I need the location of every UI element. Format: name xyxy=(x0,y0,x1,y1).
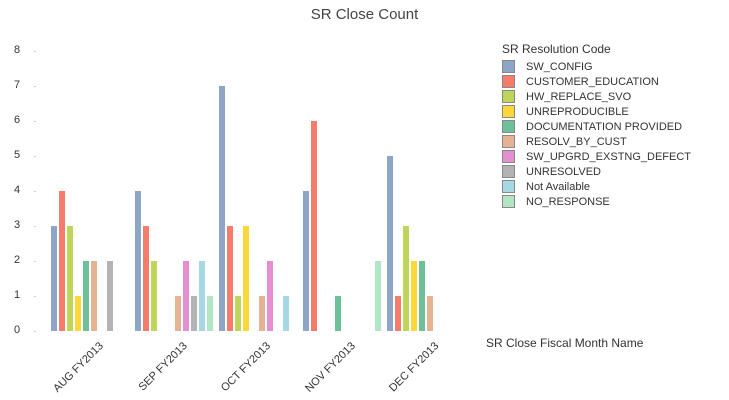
legend-label: SW_CONFIG xyxy=(526,60,593,73)
x-tick-label: SEP FY2013 xyxy=(136,340,190,394)
y-tick-label: 3 xyxy=(14,219,21,231)
legend-item[interactable]: RESOLV_BY_CUST xyxy=(502,134,691,149)
y-tick-mark xyxy=(34,51,36,52)
y-tick-mark xyxy=(34,261,36,262)
y-tick-mark xyxy=(34,156,36,157)
legend-item[interactable]: HW_REPLACE_SVO xyxy=(502,89,691,104)
bar[interactable] xyxy=(395,296,401,331)
bar[interactable] xyxy=(207,296,213,331)
legend-swatch xyxy=(502,105,515,118)
legend-swatch xyxy=(502,135,515,148)
y-tick-label: 7 xyxy=(14,79,21,91)
legend-swatch xyxy=(502,195,515,208)
legend-label: Not Available xyxy=(526,180,591,193)
bar[interactable] xyxy=(91,261,97,331)
y-tick-mark xyxy=(34,296,36,297)
bar[interactable] xyxy=(375,261,381,331)
legend-item[interactable]: SW_UPGRD_EXSTNG_DEFECT xyxy=(502,149,691,164)
y-tick-label: 2 xyxy=(14,254,21,266)
plot-area: 0 1 2 3 4 5 6 7 8 AUG FY2013 SEP FY2013 OCT FY2013 N… xyxy=(14,44,442,395)
legend-item[interactable]: SW_CONFIG xyxy=(502,59,691,74)
bar[interactable] xyxy=(107,261,113,331)
y-tick-label: 1 xyxy=(14,289,21,301)
bar[interactable] xyxy=(59,191,65,331)
legend: SR Resolution Code SW_CONFIG CUSTOMER_EDU… xyxy=(502,42,691,209)
x-tick-label: AUG FY2013 xyxy=(50,340,106,395)
bar[interactable] xyxy=(51,226,57,331)
bar[interactable] xyxy=(67,226,73,331)
legend-item[interactable]: NO_RESPONSE xyxy=(502,194,691,209)
legend-item[interactable]: CUSTOMER_EDUCATION xyxy=(502,74,691,89)
legend-swatch xyxy=(502,120,515,133)
bar[interactable] xyxy=(151,261,157,331)
legend-swatch xyxy=(502,165,515,178)
legend-item[interactable]: DOCUMENTATION PROVIDED xyxy=(502,119,691,134)
bar[interactable] xyxy=(183,261,189,331)
legend-swatch xyxy=(502,90,515,103)
chart-title-text: SR Close Count xyxy=(310,6,419,23)
y-tick-mark xyxy=(34,121,36,122)
bar[interactable] xyxy=(411,261,417,331)
bar[interactable] xyxy=(311,121,317,331)
bar[interactable] xyxy=(175,296,181,331)
legend-label: UNRESOLVED xyxy=(526,165,601,178)
bar[interactable] xyxy=(75,296,81,331)
bar[interactable] xyxy=(419,261,425,331)
bar[interactable] xyxy=(283,296,289,331)
y-tick-label: 5 xyxy=(14,149,21,161)
legend-swatch xyxy=(502,150,515,163)
y-tick-label: 8 xyxy=(14,44,21,56)
bar[interactable] xyxy=(199,261,205,331)
bar[interactable] xyxy=(83,261,89,331)
bar[interactable] xyxy=(267,261,273,331)
legend-item[interactable]: UNREPRODUCIBLE xyxy=(502,104,691,119)
bar[interactable] xyxy=(227,226,233,331)
legend-item[interactable]: Not Available xyxy=(502,179,691,194)
bar[interactable] xyxy=(403,226,409,331)
legend-label: NO_RESPONSE xyxy=(526,195,610,208)
legend-label: CUSTOMER_EDUCATION xyxy=(526,75,659,88)
legend-label: DOCUMENTATION PROVIDED xyxy=(526,120,683,133)
bar[interactable] xyxy=(135,191,141,331)
legend-swatch xyxy=(502,75,515,88)
legend-swatch xyxy=(502,180,515,193)
y-tick-mark xyxy=(34,191,36,192)
y-tick-label: 4 xyxy=(14,184,21,196)
x-tick-label: OCT FY2013 xyxy=(219,340,274,395)
legend-item[interactable]: UNRESOLVED xyxy=(502,164,691,179)
y-tick-mark xyxy=(34,86,36,87)
legend-label: HW_REPLACE_SVO xyxy=(526,90,632,103)
bar[interactable] xyxy=(335,296,341,331)
legend-label: SW_UPGRD_EXSTNG_DEFECT xyxy=(526,150,692,163)
y-tick-label: 0 xyxy=(14,324,21,336)
x-tick-label: DEC FY2013 xyxy=(387,340,442,395)
chart-title: SR Close Count xyxy=(0,6,729,23)
bar[interactable] xyxy=(191,296,197,331)
y-tick-label: 6 xyxy=(14,114,21,126)
y-tick-mark xyxy=(34,331,36,332)
x-tick-label: NOV FY2013 xyxy=(302,340,358,395)
bar[interactable] xyxy=(143,226,149,331)
legend-swatch xyxy=(502,60,515,73)
legend-label: UNREPRODUCIBLE xyxy=(526,105,629,118)
bar[interactable] xyxy=(243,226,249,331)
bar[interactable] xyxy=(259,296,265,331)
y-tick-mark xyxy=(34,226,36,227)
bar[interactable] xyxy=(303,191,309,331)
bar[interactable] xyxy=(427,296,433,331)
x-axis-title: SR Close Fiscal Month Name xyxy=(486,336,644,350)
bar[interactable] xyxy=(387,156,393,331)
bar[interactable] xyxy=(219,86,225,331)
legend-label: RESOLV_BY_CUST xyxy=(526,135,627,148)
bar[interactable] xyxy=(235,296,241,331)
legend-title: SR Resolution Code xyxy=(502,42,611,56)
